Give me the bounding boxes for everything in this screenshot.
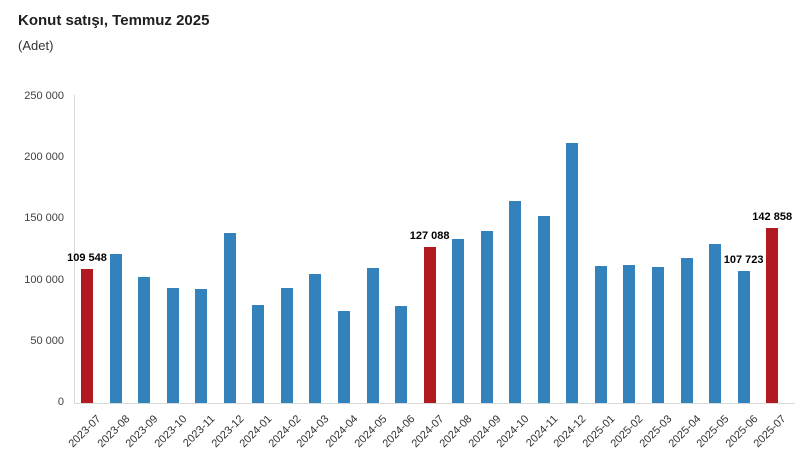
chart-title: Konut satışı, Temmuz 2025 xyxy=(18,12,210,29)
bar-2024-04[interactable] xyxy=(337,310,350,403)
bar-2023-10[interactable] xyxy=(166,288,179,403)
bar-2023-11[interactable] xyxy=(195,288,208,403)
y-axis-line xyxy=(74,95,75,403)
y-tick-label: 150 000 xyxy=(24,212,64,225)
bar-2024-06[interactable] xyxy=(395,305,408,403)
bar-value-label: 109 548 xyxy=(67,251,107,264)
x-axis-line xyxy=(74,403,795,404)
y-tick-label: 0 xyxy=(57,396,64,408)
y-tick-label: 50 000 xyxy=(30,334,64,347)
bar-2024-08[interactable] xyxy=(452,238,465,403)
bar-2025-01[interactable] xyxy=(594,265,607,403)
bar-2025-07[interactable] xyxy=(766,228,779,403)
bar-value-label: 142 858 xyxy=(752,211,793,224)
chart-subtitle: (Adet) xyxy=(18,38,54,53)
bar-2025-03[interactable] xyxy=(652,267,664,403)
bar-2024-09[interactable] xyxy=(480,230,493,403)
y-tick-label: 200 000 xyxy=(24,151,64,164)
bar-2024-10[interactable] xyxy=(509,200,522,403)
bar-2023-12[interactable] xyxy=(223,233,236,403)
bar-2025-05[interactable] xyxy=(709,243,722,403)
bar-2024-02[interactable] xyxy=(280,288,293,403)
bar-2023-07[interactable] xyxy=(81,268,93,403)
bar-2025-02[interactable] xyxy=(623,264,636,403)
y-tick-label: 100 000 xyxy=(24,273,64,286)
bar-2024-01[interactable] xyxy=(252,304,265,403)
bar-2024-07[interactable] xyxy=(423,247,436,403)
bar-2024-05[interactable] xyxy=(366,267,379,403)
bar-value-label: 127 088 xyxy=(409,230,450,243)
bar-2024-03[interactable] xyxy=(309,273,322,403)
bar-2025-06[interactable] xyxy=(737,271,750,403)
bar-2023-08[interactable] xyxy=(109,253,122,403)
bar-2024-11[interactable] xyxy=(537,215,550,403)
bar-2023-09[interactable] xyxy=(138,277,151,403)
bar-2024-12[interactable] xyxy=(566,142,579,403)
bar-value-label: 107 723 xyxy=(723,254,764,267)
bar-2025-04[interactable] xyxy=(680,258,693,403)
y-tick-label: 250 000 xyxy=(24,90,64,102)
